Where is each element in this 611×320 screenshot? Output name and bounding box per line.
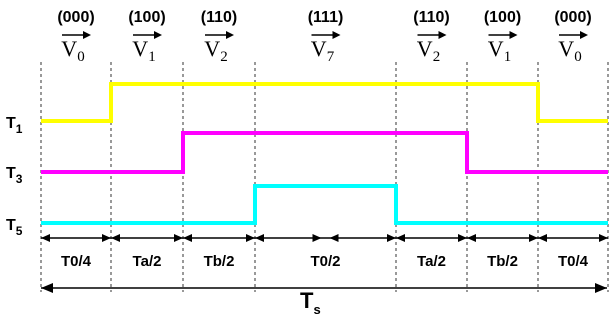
interval-duration-4: Ta/2 (417, 253, 446, 270)
signal-label-2: T5 (6, 217, 23, 238)
vector-arrow-head-3 (332, 31, 341, 39)
vector-arrow-head-0 (83, 31, 91, 39)
switching-state-1: (100) (128, 9, 165, 26)
vector-arrow-head-2 (226, 31, 234, 39)
gate-signal-waveforms (41, 82, 608, 225)
period-dimension: Ts (41, 283, 607, 317)
switching-state-4: (110) (413, 9, 449, 26)
switching-state-2: (110) (201, 9, 237, 26)
voltage-vector-2: V2 (204, 36, 227, 65)
period-label: Ts (300, 288, 321, 317)
vector-arrow-head-5 (509, 31, 518, 39)
period-arrow-left-head (41, 283, 53, 293)
signal-label-1: T3 (6, 165, 23, 186)
interval-duration-6: T0/4 (558, 253, 589, 270)
interval-duration-5: Tb/2 (487, 253, 518, 270)
interval-dimension-row: T0/4 Ta/2 Tb/2 T0/2 Ta/2 Tb/2 T0/4 (41, 234, 608, 270)
segment-mid-arrow-b (329, 234, 339, 242)
period-arrow-right-head (595, 283, 607, 293)
interval-duration-2: Tb/2 (204, 253, 235, 270)
signal-label-0: T1 (6, 115, 23, 136)
switching-state-6: (000) (554, 9, 591, 26)
voltage-vector-5: V1 (488, 36, 511, 65)
voltage-vector-header: (000) V0 (100) V1 (110) V2 (111) V7 (110) V2 (100)… (57, 9, 591, 65)
interval-duration-1: Ta/2 (133, 253, 162, 270)
waveform-0 (41, 82, 608, 123)
voltage-vector-6: V0 (558, 36, 581, 65)
interval-duration-3: T0/2 (310, 253, 340, 270)
signal-labels: T1 T3 T5 (6, 115, 23, 238)
voltage-vector-0: V0 (61, 36, 84, 65)
vector-arrow-head-6 (580, 31, 588, 39)
switching-state-5: (100) (484, 9, 521, 26)
voltage-vector-1: V1 (132, 36, 155, 65)
voltage-vector-3: V7 (311, 36, 335, 65)
segment-arrow-end (599, 234, 608, 242)
waveform-2 (41, 184, 608, 225)
interval-duration-0: T0/4 (61, 253, 92, 270)
voltage-vector-4: V2 (417, 36, 440, 65)
switching-state-0: (000) (57, 9, 94, 26)
segment-mid-arrow-a (312, 234, 322, 242)
vector-arrow-head-4 (438, 31, 447, 39)
vector-arrow-head-1 (154, 31, 162, 39)
waveform-1 (41, 131, 608, 174)
segment-arrow-start (41, 234, 50, 242)
switching-state-3: (111) (308, 9, 344, 26)
